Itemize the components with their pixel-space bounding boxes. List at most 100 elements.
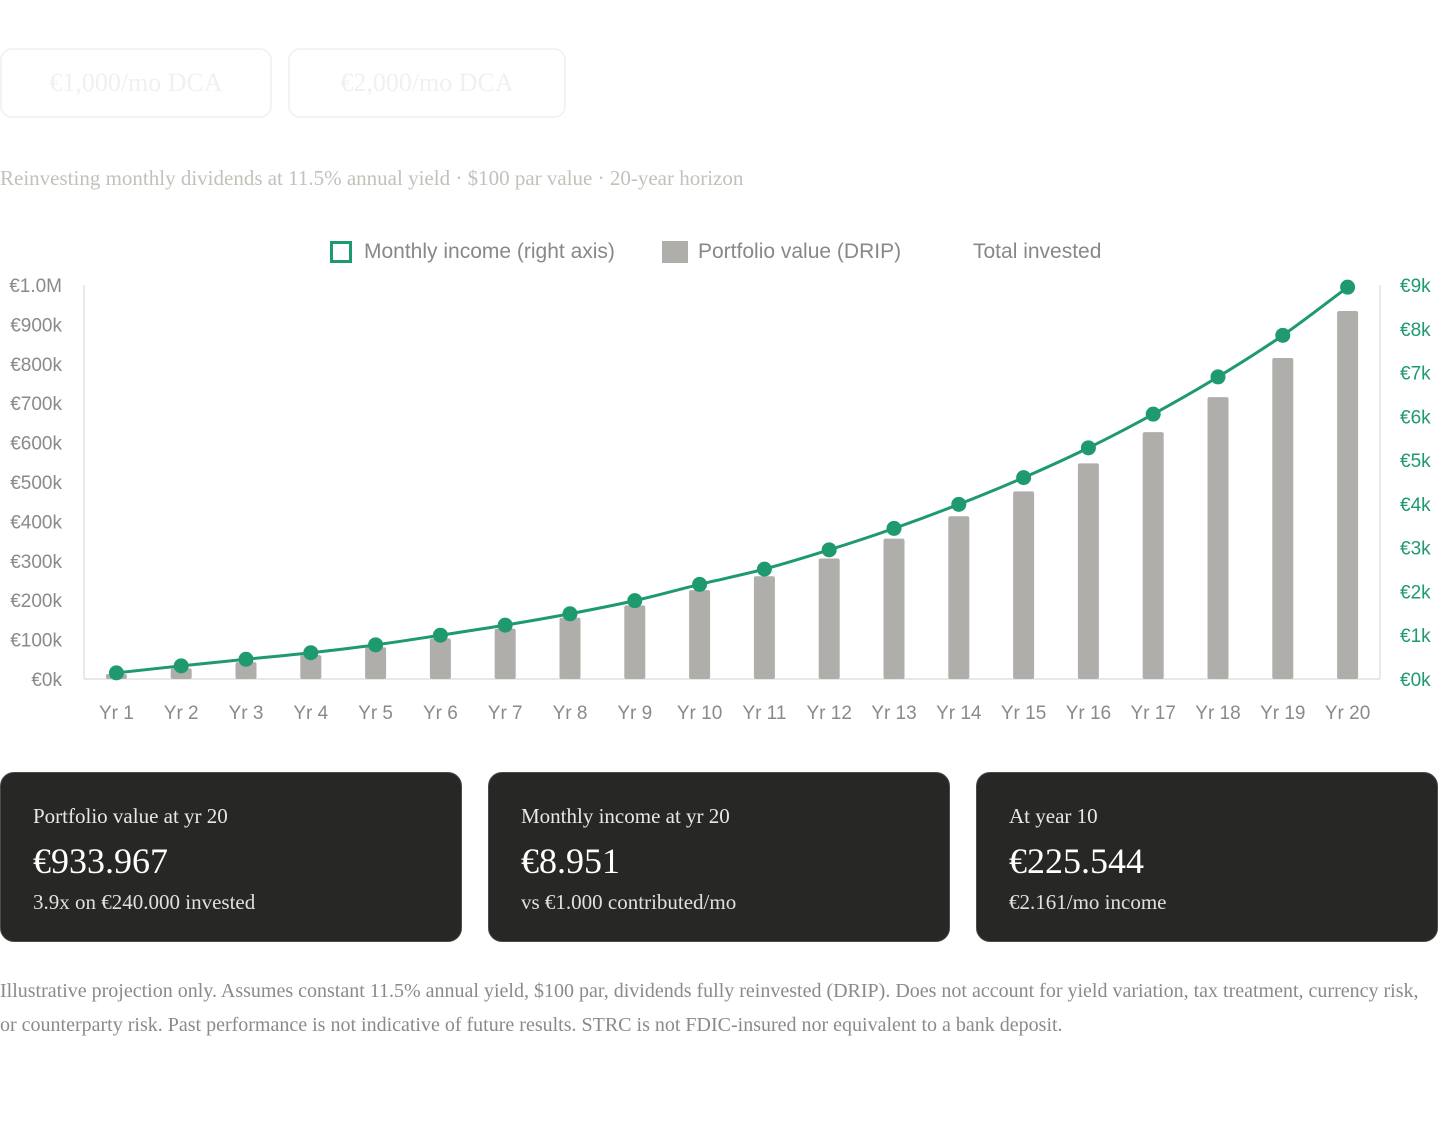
y-right-tick-label: €8k [1400, 320, 1431, 341]
card-label: At year 10 [1009, 804, 1098, 828]
portfolio-bar [818, 558, 840, 679]
portfolio-bar [624, 605, 646, 679]
y-left-tick-label: €500k [10, 473, 62, 494]
income-point [303, 645, 319, 661]
legend-portfolio[interactable]: Portfolio value (DRIP) [662, 240, 901, 264]
portfolio-bar [300, 655, 322, 679]
x-tick-label: Yr 13 [871, 703, 916, 724]
portfolio-bar [235, 662, 257, 679]
y-left-tick-label: €600k [10, 434, 62, 455]
disclaimer: Illustrative projection only. Assumes co… [0, 980, 1419, 1036]
portfolio-bar [1272, 358, 1294, 679]
legend-income-swatch [330, 241, 352, 263]
x-tick-label: Yr 16 [1066, 703, 1111, 724]
x-tick-label: Yr 2 [164, 703, 199, 724]
x-tick-label: Yr 14 [936, 703, 982, 724]
card-year-10: At year 10 €225.544 €2.161/mo income [976, 772, 1438, 942]
x-tick-label: Yr 10 [677, 703, 722, 724]
legend-invested[interactable]: Total invested [973, 240, 1101, 264]
x-tick-label: Yr 3 [229, 703, 264, 724]
y-left-tick-label: €800k [10, 355, 62, 376]
y-left-tick-label: €0k [31, 670, 62, 691]
x-tick-label: Yr 5 [358, 703, 393, 724]
income-point [951, 496, 967, 512]
portfolio-bar [689, 590, 711, 679]
card-value: €933.967 [33, 841, 168, 881]
card-value: €8.951 [521, 841, 620, 881]
chart-subtitle: Reinvesting monthly dividends at 11.5% a… [0, 166, 744, 190]
x-tick-label: Yr 1 [99, 703, 134, 724]
income-point [1210, 369, 1226, 385]
y-left-tick-label: €200k [10, 591, 62, 612]
legend-income[interactable]: Monthly income (right axis) [330, 240, 615, 264]
y-right-tick-label: €4k [1400, 495, 1431, 516]
income-point [432, 627, 448, 643]
portfolio-bar [948, 516, 970, 679]
portfolio-bar [1013, 491, 1035, 679]
income-point [1145, 406, 1161, 422]
legend-portfolio-swatch [662, 241, 688, 263]
x-tick-label: Yr 6 [423, 703, 458, 724]
tab-1000-dca[interactable]: €1,000/mo DCA [0, 48, 272, 118]
card-income-yr20: Monthly income at yr 20 €8.951 vs €1.000… [488, 772, 950, 942]
y-right-tick-label: €5k [1400, 451, 1431, 472]
y-right-tick-label: €0k [1400, 670, 1431, 691]
x-tick-label: Yr 18 [1195, 703, 1240, 724]
income-point [108, 665, 124, 681]
card-label: Portfolio value at yr 20 [33, 804, 228, 828]
x-tick-label: Yr 7 [488, 703, 523, 724]
income-point [1016, 470, 1032, 486]
summary-cards: Portfolio value at yr 20 €933.967 3.9x o… [0, 772, 1440, 944]
drip-chart: €0k €100k €200k €300k €400k €500k €600k €700k €8… [9, 276, 1431, 724]
card-label: Monthly income at yr 20 [521, 804, 730, 828]
legend-portfolio-label: Portfolio value (DRIP) [698, 240, 902, 263]
y-right-tick-label: €1k [1400, 626, 1431, 647]
portfolio-bar [1077, 463, 1099, 679]
x-tick-label: Yr 11 [742, 703, 786, 724]
portfolio-bar [883, 538, 905, 679]
y-left-tick-label: €400k [10, 512, 62, 533]
x-tick-label: Yr 15 [1001, 703, 1046, 724]
income-point [368, 637, 384, 653]
income-point [562, 606, 578, 622]
income-point [497, 617, 513, 633]
y-right-tick-label: €6k [1400, 407, 1431, 428]
card-sub: 3.9x on €240.000 invested [33, 890, 256, 914]
x-tick-label: Yr 9 [617, 703, 652, 724]
x-tick-label: Yr 12 [806, 703, 851, 724]
legend-income-label: Monthly income (right axis) [364, 240, 615, 263]
portfolio-bar [1207, 397, 1229, 679]
card-sub: €2.161/mo income [1009, 890, 1167, 914]
income-point [238, 651, 254, 667]
x-tick-label: Yr 4 [293, 703, 328, 724]
income-point [1275, 327, 1291, 343]
income-point [173, 658, 189, 674]
x-tick-label: Yr 8 [553, 703, 588, 724]
y-left-tick-label: €1.0M [9, 276, 62, 297]
y-right-tick-label: €3k [1400, 539, 1431, 560]
portfolio-bar [753, 576, 775, 679]
portfolio-bar [559, 617, 581, 679]
income-point [627, 593, 643, 609]
y-right-tick-label: €2k [1400, 582, 1431, 603]
portfolio-bar [429, 638, 451, 679]
x-tick-label: Yr 19 [1260, 703, 1305, 724]
y-left-tick-label: €100k [10, 631, 62, 652]
x-tick-label: Yr 17 [1130, 703, 1175, 724]
portfolio-bar [494, 628, 516, 679]
legend-invested-label: Total invested [973, 240, 1102, 263]
y-left-tick-label: €900k [10, 315, 62, 336]
income-point [821, 542, 837, 558]
income-point [756, 561, 772, 577]
card-value: €225.544 [1009, 841, 1144, 881]
y-right-tick-label: €9k [1400, 276, 1431, 297]
income-point [692, 576, 708, 592]
y-right-tick-label: €7k [1400, 364, 1431, 385]
income-point [1080, 440, 1096, 456]
tab-2000-dca[interactable]: €2,000/mo DCA [288, 48, 566, 118]
portfolio-bar [1142, 432, 1164, 679]
income-point [886, 520, 902, 536]
y-left-tick-label: €700k [10, 394, 62, 415]
portfolio-bar [1337, 311, 1359, 679]
x-tick-label: Yr 20 [1325, 703, 1370, 724]
